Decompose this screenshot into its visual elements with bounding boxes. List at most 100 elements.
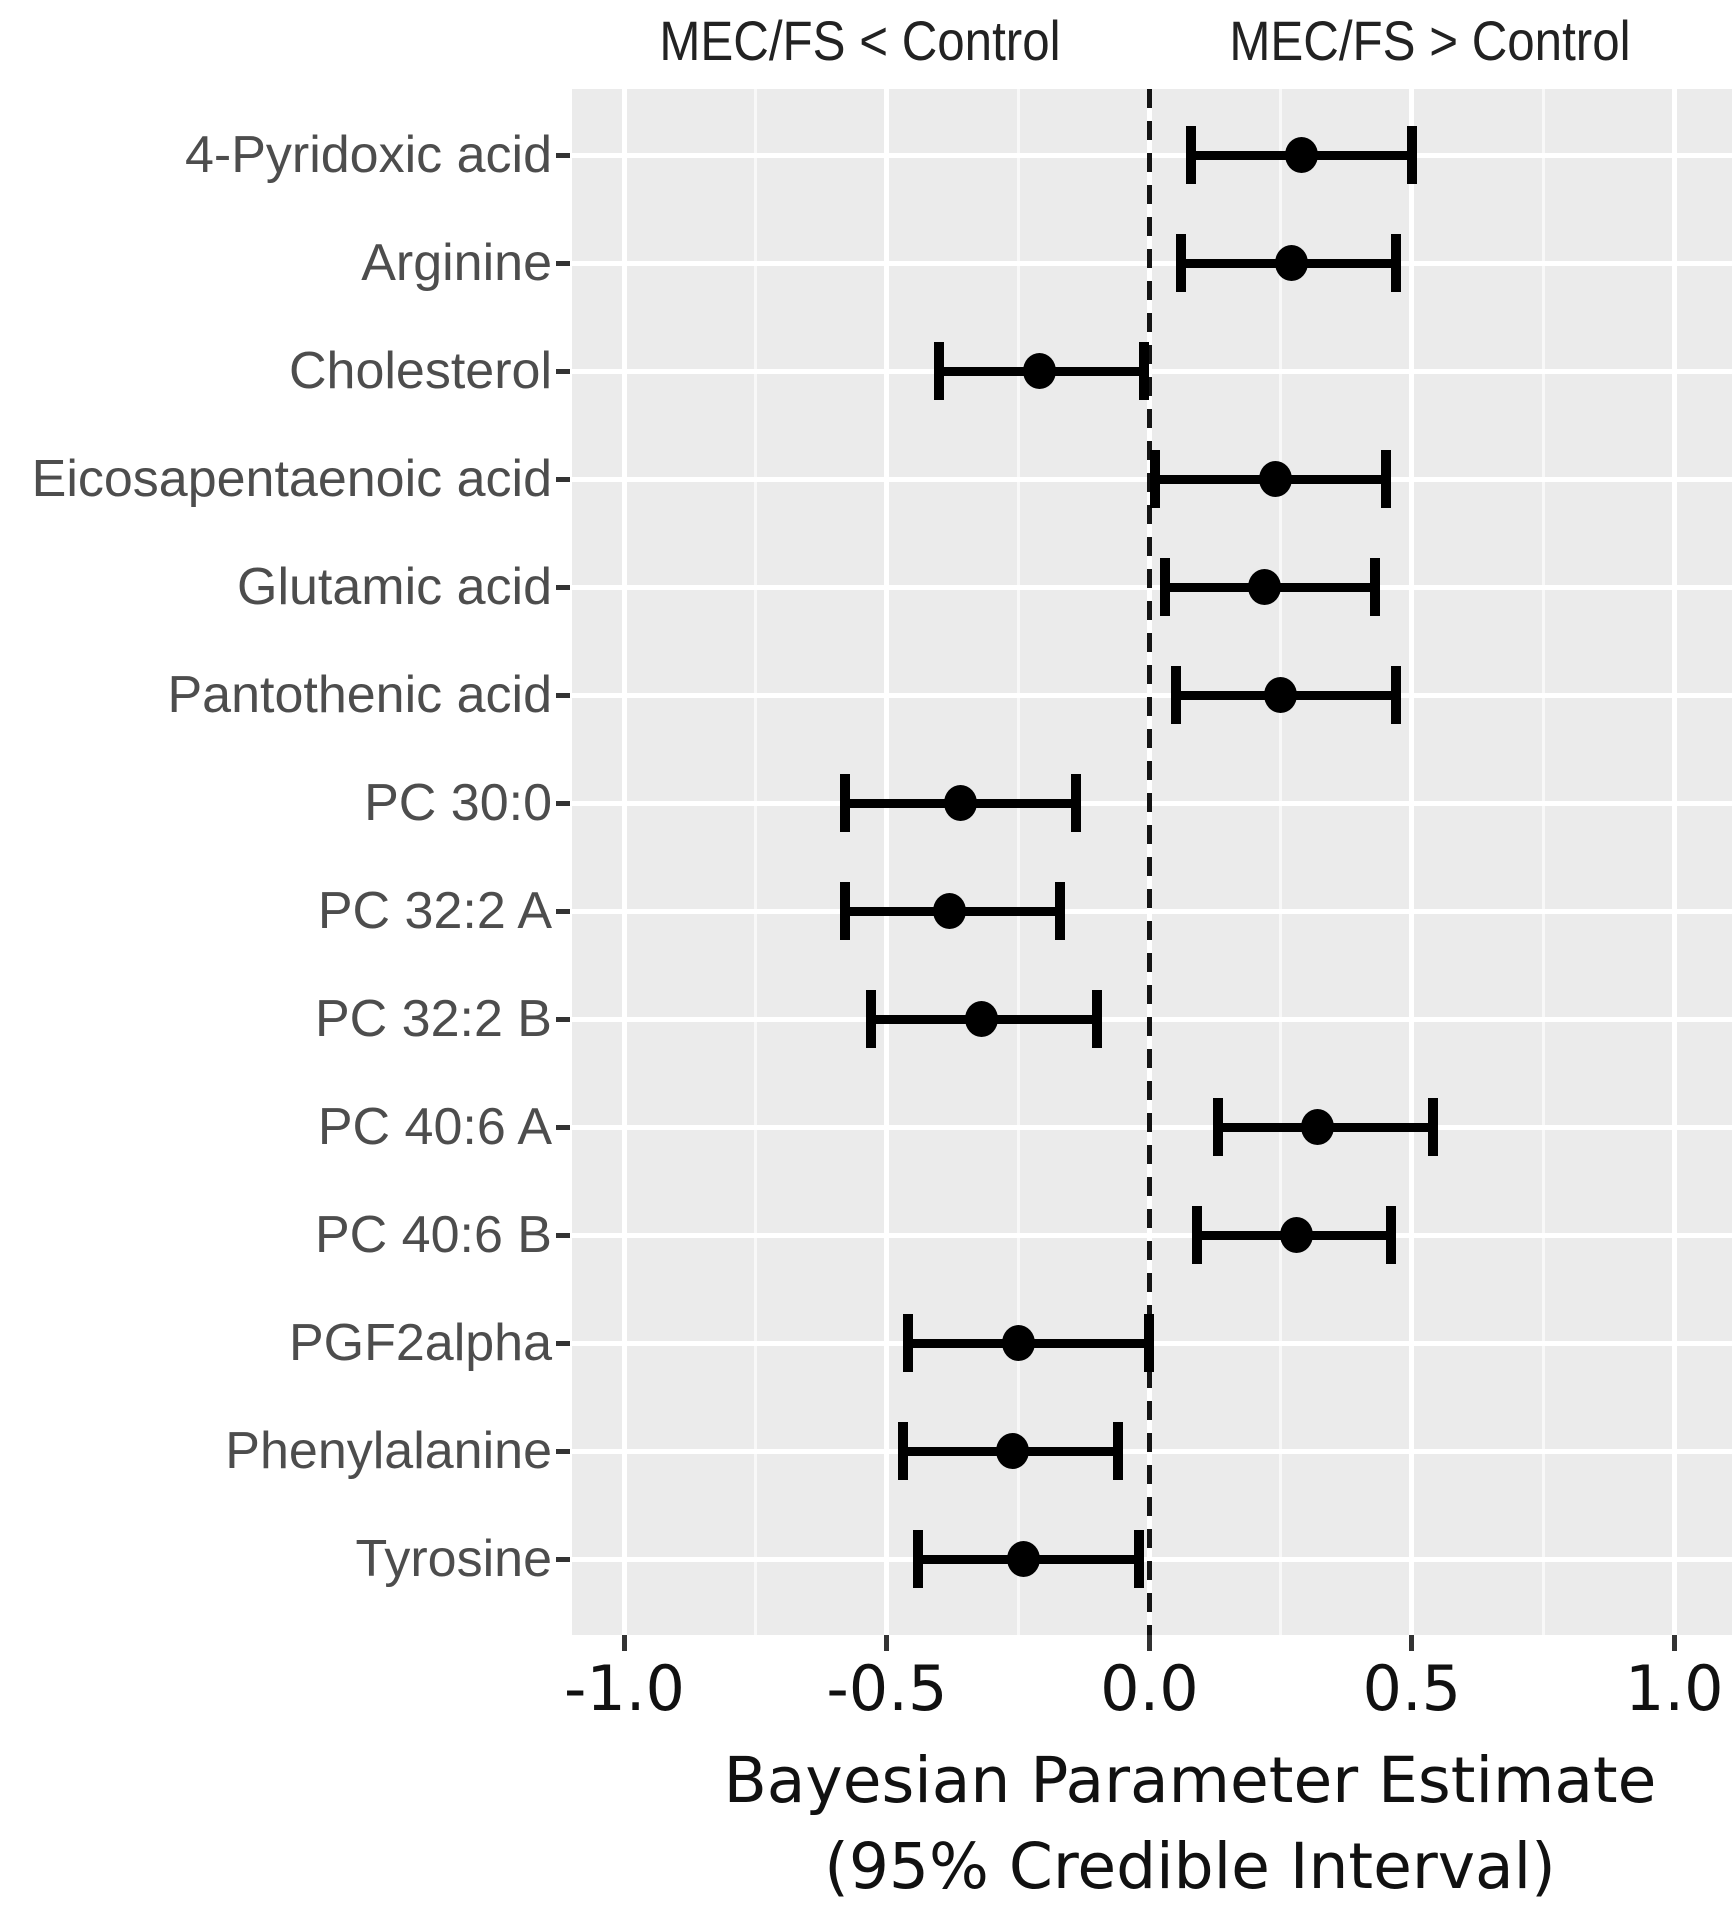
- ci-upper-cap: [1370, 558, 1381, 616]
- gridline-major-horizontal: [572, 800, 1732, 806]
- x-axis-tick-label: 0.5: [1362, 1652, 1462, 1725]
- estimate-point: [933, 893, 967, 929]
- x-axis-title-line2: (95% Credible Interval): [824, 1830, 1556, 1903]
- gridline-major-horizontal: [572, 908, 1732, 914]
- estimate-point: [1006, 1541, 1040, 1577]
- x-axis-tick: [1671, 1635, 1677, 1651]
- x-axis-tick-label: -0.5: [826, 1652, 948, 1725]
- ci-upper-cap: [1070, 774, 1081, 832]
- gridline-major-horizontal: [572, 1232, 1732, 1238]
- gridline-major-vertical: [621, 89, 627, 1635]
- ci-upper-cap: [1055, 882, 1066, 940]
- zero-reference-line: [1146, 89, 1152, 1635]
- y-axis-label: Arginine: [361, 234, 552, 292]
- plot-panel: [572, 89, 1732, 1635]
- x-axis-title-line1: Bayesian Parameter Estimate: [723, 1744, 1657, 1817]
- ci-lower-cap: [866, 990, 877, 1048]
- y-axis-label: PC 40:6 B: [314, 1206, 552, 1264]
- ci-lower-cap: [1186, 126, 1197, 184]
- estimate-point: [1258, 461, 1292, 497]
- estimate-point: [1285, 137, 1319, 173]
- y-axis-tick: [556, 1124, 570, 1130]
- y-axis-label: Phenylalanine: [225, 1422, 552, 1480]
- ci-upper-cap: [1112, 1422, 1123, 1480]
- y-axis-tick: [556, 1556, 570, 1562]
- ci-lower-cap: [1175, 234, 1186, 292]
- ci-upper-cap: [1139, 342, 1150, 400]
- estimate-point: [1300, 1109, 1334, 1145]
- y-axis-label: PC 32:2 A: [317, 882, 552, 940]
- gridline-major-horizontal: [572, 692, 1732, 698]
- y-axis-label: PC 40:6 A: [317, 1098, 552, 1156]
- ci-upper-cap: [1391, 666, 1402, 724]
- gridline-major-horizontal: [572, 1556, 1732, 1562]
- y-axis-label: 4-Pyridoxic acid: [184, 126, 552, 184]
- gridline-major-vertical: [1671, 89, 1677, 1635]
- y-axis-tick: [556, 584, 570, 590]
- x-axis-tick-label: -1.0: [563, 1652, 685, 1725]
- ci-lower-cap: [1191, 1206, 1202, 1264]
- y-axis-tick: [556, 1016, 570, 1022]
- estimate-point: [1264, 677, 1298, 713]
- ci-lower-cap: [897, 1422, 908, 1480]
- column-header-left: MEC/FS < Control: [560, 8, 1160, 73]
- estimate-point: [1001, 1325, 1035, 1361]
- y-axis-tick: [556, 1448, 570, 1454]
- y-axis-tick: [556, 368, 570, 374]
- estimate-point: [996, 1433, 1030, 1469]
- ci-upper-cap: [1380, 450, 1391, 508]
- x-axis-tick-label: 0.0: [1100, 1652, 1199, 1725]
- column-header-left-text: MEC/FS < Control: [659, 9, 1061, 72]
- y-axis-tick: [556, 692, 570, 698]
- x-axis-tick: [884, 1635, 890, 1651]
- y-axis-tick: [556, 908, 570, 914]
- ci-upper-cap: [1133, 1530, 1144, 1588]
- gridline-major-horizontal: [572, 1448, 1732, 1454]
- gridline-major-horizontal: [572, 260, 1732, 266]
- gridline-minor-vertical: [754, 89, 758, 1635]
- y-axis-tick: [556, 1340, 570, 1346]
- ci-lower-cap: [1212, 1098, 1223, 1156]
- y-axis-label: Eicosapentaenoic acid: [31, 450, 552, 508]
- gridline-major-horizontal: [572, 1124, 1732, 1130]
- y-axis-label: Tyrosine: [355, 1530, 552, 1588]
- x-axis-title: Bayesian Parameter Estimate (95% Credibl…: [648, 1738, 1732, 1910]
- ci-lower-cap: [934, 342, 945, 400]
- gridline-major-horizontal: [572, 368, 1732, 374]
- estimate-point: [964, 1001, 998, 1037]
- y-axis-label: Glutamic acid: [237, 558, 552, 616]
- ci-lower-cap: [839, 774, 850, 832]
- estimate-point: [1022, 353, 1056, 389]
- ci-lower-cap: [839, 882, 850, 940]
- y-axis-label: PGF2alpha: [288, 1314, 552, 1372]
- ci-lower-cap: [913, 1530, 924, 1588]
- ci-lower-cap: [1160, 558, 1171, 616]
- gridline-major-horizontal: [572, 1016, 1732, 1022]
- y-axis-tick: [556, 1232, 570, 1238]
- x-axis-tick-label: 1.0: [1624, 1652, 1724, 1725]
- ci-lower-cap: [1170, 666, 1181, 724]
- y-axis-label: PC 30:0: [364, 774, 552, 832]
- ci-upper-cap: [1391, 234, 1402, 292]
- gridline-major-horizontal: [572, 152, 1732, 158]
- ci-upper-cap: [1091, 990, 1102, 1048]
- gridline-minor-vertical: [1279, 89, 1283, 1635]
- column-header-right-text: MEC/FS > Control: [1229, 9, 1631, 72]
- gridline-minor-vertical: [1541, 89, 1545, 1635]
- ci-upper-cap: [1385, 1206, 1396, 1264]
- y-axis-tick: [556, 476, 570, 482]
- x-axis-tick: [1409, 1635, 1415, 1651]
- y-axis-label: PC 32:2 B: [314, 990, 552, 1048]
- ci-lower-cap: [902, 1314, 913, 1372]
- ci-upper-cap: [1144, 1314, 1155, 1372]
- gridline-major-vertical: [884, 89, 890, 1635]
- column-header-right: MEC/FS > Control: [1130, 8, 1730, 73]
- ci-upper-cap: [1406, 126, 1417, 184]
- ci-upper-cap: [1427, 1098, 1438, 1156]
- y-axis-tick: [556, 152, 570, 158]
- y-axis-tick: [556, 260, 570, 266]
- gridline-major-vertical: [1409, 89, 1415, 1635]
- gridline-major-horizontal: [572, 584, 1732, 590]
- ci-lower-cap: [1149, 450, 1160, 508]
